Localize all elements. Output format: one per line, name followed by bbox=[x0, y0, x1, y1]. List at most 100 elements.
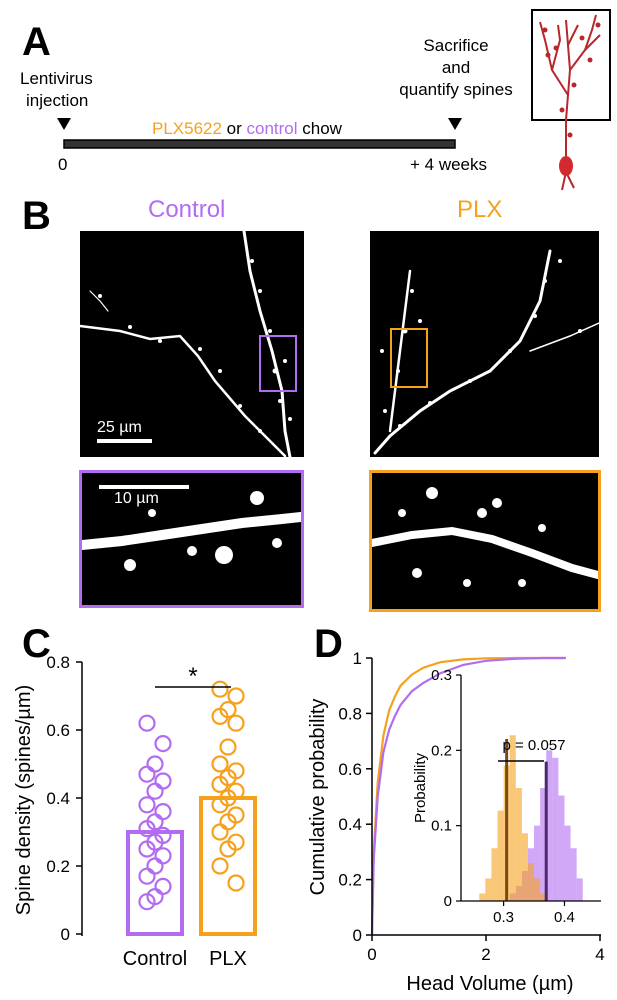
d-line-control bbox=[370, 656, 566, 936]
inset-x-tick-label: 0.4 bbox=[554, 909, 575, 926]
panel-label-a: A bbox=[22, 20, 51, 64]
d-line-plx bbox=[370, 656, 566, 936]
d-y-tick-label: 0.6 bbox=[338, 760, 362, 779]
spine-density-chart: 0 0.2 0.4 0.6 0.8 * Spine density (spines/µm… bbox=[13, 653, 257, 970]
c-point-plx bbox=[211, 857, 229, 875]
c-point-plx bbox=[211, 823, 229, 841]
c-point-plx bbox=[211, 775, 229, 793]
c-point-plx bbox=[219, 738, 237, 756]
d-y-tick-label: 0.2 bbox=[338, 871, 362, 890]
c-point-plx bbox=[211, 755, 229, 773]
chow-suffix-text: chow bbox=[297, 119, 342, 138]
c-point-plx bbox=[227, 874, 245, 892]
plx-zoom-drawing bbox=[372, 487, 598, 587]
head-volume-chart: 0 0.2 0.4 0.6 0.8 1 0 2 4 Cumulative probability… bbox=[307, 649, 605, 995]
panel-label-c: C bbox=[22, 622, 51, 666]
c-point-control bbox=[154, 803, 172, 821]
c-y-label: Spine density (spines/µm) bbox=[13, 685, 35, 916]
c-y-tick-label: 0.2 bbox=[46, 857, 70, 876]
d-y-tick-label: 1 bbox=[353, 649, 362, 668]
neuron-soma-icon bbox=[559, 156, 573, 176]
scale-bar-large bbox=[97, 439, 152, 443]
inset-hist-bar-control bbox=[534, 825, 541, 901]
d-x-tick-label: 4 bbox=[595, 945, 604, 964]
inset-hist-bar-plx bbox=[534, 878, 541, 901]
c-point-control bbox=[138, 714, 156, 732]
inset-p-value: p = 0.057 bbox=[503, 737, 566, 754]
significance-star: * bbox=[188, 663, 197, 690]
scale-label-large: 25 µm bbox=[97, 419, 142, 436]
timeline-end: + 4 weeks bbox=[410, 155, 488, 174]
timeline-graphic bbox=[57, 9, 611, 191]
injection-arrow-icon bbox=[57, 118, 71, 130]
c-point-plx bbox=[211, 707, 229, 726]
control-dendrite-drawing bbox=[80, 231, 297, 457]
inset-hist-bar-plx bbox=[491, 848, 498, 901]
chow-control-text: control bbox=[246, 119, 298, 138]
chow-label: PLX5622 or control chow bbox=[152, 119, 342, 139]
c-point-control bbox=[138, 840, 156, 858]
inset-hist-bar-control bbox=[540, 788, 547, 901]
plx-overview-image bbox=[370, 231, 599, 457]
chow-plx-text: PLX5622 bbox=[152, 119, 222, 138]
c-category-plx: PLX bbox=[209, 948, 247, 970]
c-point-plx bbox=[219, 840, 237, 858]
scale-bar-small bbox=[99, 485, 189, 489]
control-zoom-box bbox=[259, 335, 297, 392]
d-x-tick-label: 2 bbox=[481, 945, 490, 964]
inset-x-tick-label: 0.3 bbox=[493, 909, 514, 926]
c-point-control bbox=[154, 734, 172, 753]
inset-hist-bar-plx bbox=[485, 878, 492, 901]
sacrifice-label: Sacrifice and quantify spines bbox=[385, 35, 527, 101]
c-point-control bbox=[146, 782, 164, 800]
c-point-plx bbox=[211, 680, 229, 698]
inset-hist-bar-plx bbox=[509, 735, 516, 901]
d-y-tick-label: 0.8 bbox=[338, 704, 362, 723]
inset-y-label: Probability bbox=[412, 752, 429, 823]
d-y-label: Cumulative probability bbox=[307, 699, 329, 896]
d-y-tick-label: 0.4 bbox=[338, 815, 362, 834]
c-point-plx bbox=[227, 687, 245, 705]
scale-label-small: 10 µm bbox=[114, 490, 159, 507]
inset-hist-bar-control bbox=[570, 848, 577, 901]
injection-label: Lentivirus injection bbox=[20, 68, 93, 112]
panel-label-b: B bbox=[22, 194, 51, 238]
inset-hist-bar-control bbox=[546, 750, 553, 901]
c-y-tick-label: 0 bbox=[61, 925, 70, 944]
c-point-control bbox=[138, 867, 156, 885]
timeline-start: 0 bbox=[58, 155, 68, 174]
sacrifice-arrow-icon bbox=[448, 118, 462, 130]
inset-hist-bar-control bbox=[576, 878, 583, 901]
sacrifice-label-line1: Sacrifice bbox=[423, 36, 489, 55]
inset-hist-bar-control bbox=[552, 757, 559, 901]
plx-zoom-image bbox=[369, 470, 601, 612]
c-point-plx bbox=[211, 796, 229, 814]
injection-label-line2: injection bbox=[26, 91, 89, 110]
c-point-control bbox=[138, 796, 156, 814]
injection-label-line1: Lentivirus bbox=[20, 69, 93, 88]
plx-zoom-box bbox=[390, 328, 428, 388]
inset-y-tick-label: 0 bbox=[444, 893, 452, 910]
inset-hist-bar-plx bbox=[479, 893, 486, 901]
inset-hist-bar-control bbox=[564, 825, 571, 901]
c-point-control bbox=[146, 755, 164, 773]
c-point-control bbox=[138, 820, 156, 838]
c-point-control bbox=[138, 765, 156, 783]
c-point-control bbox=[154, 772, 172, 790]
d-x-label: Head Volume (µm) bbox=[406, 973, 573, 995]
plx-title: PLX bbox=[457, 196, 503, 223]
chow-or-text: or bbox=[221, 119, 247, 138]
plx-dendrite-drawing bbox=[373, 249, 599, 455]
c-y-tick-label: 0.4 bbox=[46, 789, 70, 808]
timeline-bar bbox=[63, 139, 456, 149]
inset-y-tick-label: 0.1 bbox=[431, 818, 452, 835]
control-title: Control bbox=[148, 196, 226, 223]
control-zoom-drawing bbox=[82, 485, 301, 571]
c-y-tick-label: 0.6 bbox=[46, 721, 70, 740]
c-category-control: Control bbox=[123, 948, 187, 970]
inset-hist-bar-control bbox=[558, 795, 565, 901]
control-overview-image: 25 µm bbox=[80, 231, 304, 457]
inset-hist-bar-plx bbox=[521, 833, 528, 901]
inset-hist-bar-plx bbox=[497, 810, 504, 901]
neuron-inset-box bbox=[531, 9, 611, 121]
